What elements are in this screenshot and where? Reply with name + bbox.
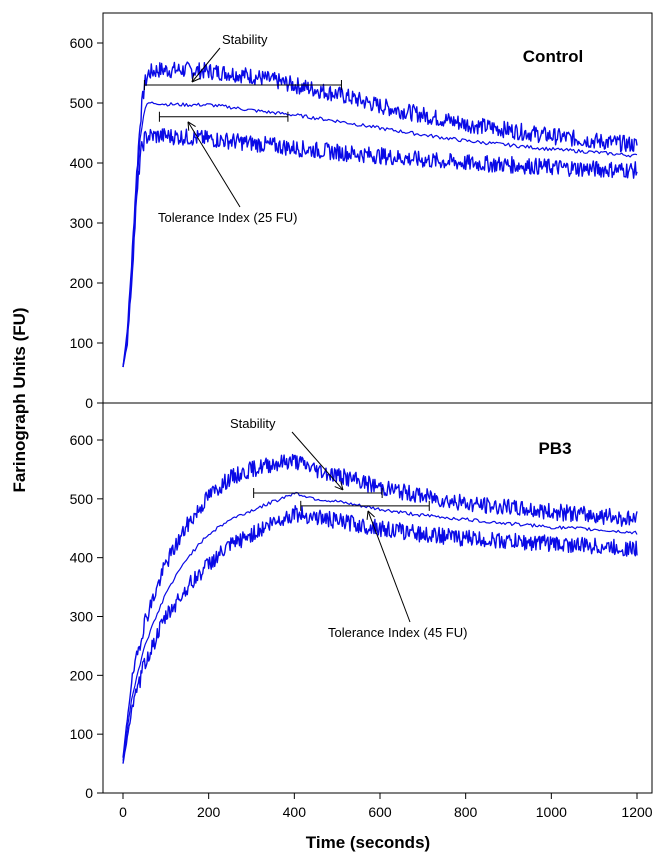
control-annotation-arrowhead [187,121,196,131]
control-y-tick-label: 0 [85,395,93,411]
pb3-y-tick-label: 300 [70,609,94,625]
control-y-tick-label: 100 [70,335,94,351]
control-panel-title: Control [523,47,583,66]
pb3-lower-series-line [122,505,638,764]
control-annotation-arrow [191,47,221,83]
pb3-upper-series-line [122,453,638,758]
y-axis-title: Farinograph Units (FU) [10,307,29,492]
control-stability-label: Stability [222,32,268,47]
x-tick-label: 0 [119,804,127,820]
x-tick-label: 200 [197,804,221,820]
pb3-y-tick-label: 200 [70,667,94,683]
control-y-tick-label: 300 [70,215,94,231]
pb3-y-tick-label: 100 [70,726,94,742]
x-tick-label: 1200 [621,804,652,820]
control-tolerance-bracket [158,111,289,122]
pb3-y-tick-label: 400 [70,550,94,566]
pb3-annotation-arrow [367,510,411,623]
x-tick-label: 600 [368,804,392,820]
control-lower-series-line [122,127,638,368]
control-y-tick-label: 600 [70,35,94,51]
pb3-tolerance-bracket [300,500,430,511]
pb3-y-tick-label: 0 [85,785,93,801]
control-y-tick-label: 200 [70,275,94,291]
x-axis-title: Time (seconds) [306,833,430,852]
control-mean-series-line [122,101,638,368]
pb3-tolerance-index-label: Tolerance Index (45 FU) [328,625,467,640]
control-y-tick-label: 500 [70,95,94,111]
x-tick-label: 1000 [536,804,567,820]
control-annotation-arrow [187,121,241,208]
control-upper-series-line [122,61,638,368]
control-panel: Stability Tolerance Index (25 FU) 0 100 200… [70,32,638,411]
pb3-stability-label: Stability [230,416,276,431]
pb3-annotation-arrowhead [366,510,375,520]
x-tick-label: 400 [283,804,307,820]
control-annotation-arrowhead [191,73,201,83]
control-stability-bracket [143,80,342,90]
pb3-panel-title: PB3 [538,439,571,458]
pb3-panel: Stability Tolerance Index (45 FU) 0 100 200… [70,416,638,801]
pb3-mean-series-line [122,491,638,761]
control-y-tick-label: 400 [70,155,94,171]
pb3-annotation-arrowhead [334,481,344,491]
control-tolerance-index-label: Tolerance Index (25 FU) [158,210,297,225]
pb3-y-tick-label: 600 [70,432,94,448]
x-tick-label: 800 [454,804,478,820]
pb3-annotation-arrow [291,431,344,491]
pb3-stability-bracket [253,487,383,498]
pb3-y-tick-label: 500 [70,491,94,507]
